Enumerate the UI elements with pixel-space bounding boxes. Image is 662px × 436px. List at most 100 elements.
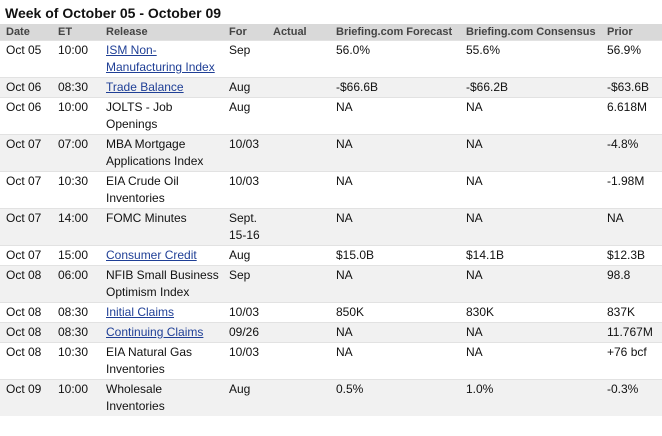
et-cell: 08:30: [52, 322, 100, 343]
for-cell: Sep: [223, 265, 267, 303]
prior-cell: 6.618M: [601, 97, 662, 135]
event-row: Oct 06 08:30 Trade Balance Aug -$66.6B -$66.2…: [0, 77, 662, 98]
release-cell: ISM Non-Manufacturing Index: [100, 40, 223, 78]
release-cell: Consumer Credit: [100, 245, 223, 266]
date-cell: Oct 05: [0, 40, 52, 78]
event-row: Oct 08 08:30 Continuing Claims 09/26 NA NA 11.…: [0, 322, 662, 343]
prior-cell: 56.9%: [601, 40, 662, 78]
actual-cell: [267, 134, 330, 172]
date-cell: Oct 07: [0, 171, 52, 209]
event-row: Oct 07 07:00 MBA Mortgage Applications Ind…: [0, 134, 662, 172]
release-cell: EIA Natural Gas Inventories: [100, 342, 223, 380]
event-row: Oct 08 08:30 Initial Claims 10/03 850K 830K 83…: [0, 302, 662, 323]
for-cell: 10/03: [223, 171, 267, 209]
consensus-cell: NA: [460, 265, 601, 303]
for-cell: 10/03: [223, 302, 267, 323]
week-title: Week of October 05 - October 09: [5, 5, 222, 21]
et-cell: 10:30: [52, 171, 100, 209]
consensus-cell: NA: [460, 208, 601, 246]
release-cell: EIA Crude Oil Inventories: [100, 171, 223, 209]
column-header: Briefing.com Consensus: [460, 24, 601, 41]
event-row: Oct 07 14:00 FOMC Minutes Sept. 15-16 NA NA NA: [0, 208, 662, 246]
forecast-cell: -$66.6B: [330, 77, 460, 98]
et-cell: 08:30: [52, 77, 100, 98]
event-row: Oct 07 10:30 EIA Crude Oil Inventories 10/0…: [0, 171, 662, 209]
et-cell: 06:00: [52, 265, 100, 303]
event-row: Oct 08 10:30 EIA Natural Gas Inventories 10…: [0, 342, 662, 380]
forecast-cell: 56.0%: [330, 40, 460, 78]
release-cell: JOLTS - Job Openings: [100, 97, 223, 135]
consensus-cell: NA: [460, 134, 601, 172]
release-cell: Initial Claims: [100, 302, 223, 323]
calendar-table: Date ET Release For Actual Briefing.com Forec…: [0, 24, 662, 416]
column-header: Briefing.com Forecast: [330, 24, 460, 41]
for-cell: Sep: [223, 40, 267, 78]
for-cell: 10/03: [223, 134, 267, 172]
actual-cell: [267, 245, 330, 266]
column-header: ET: [52, 24, 100, 41]
date-cell: Oct 08: [0, 342, 52, 380]
prior-cell: -0.3%: [601, 379, 662, 416]
release-link[interactable]: Initial Claims: [106, 305, 175, 319]
event-row: Oct 07 15:00 Consumer Credit Aug $15.0B $14.1…: [0, 245, 662, 266]
actual-cell: [267, 265, 330, 303]
header-row: Date ET Release For Actual Briefing.com Forec…: [0, 24, 662, 41]
consensus-cell: NA: [460, 322, 601, 343]
release-link[interactable]: Consumer Credit: [106, 248, 197, 262]
event-row: Oct 05 10:00 ISM Non-Manufacturing Index Se…: [0, 40, 662, 78]
prior-cell: 11.767M: [601, 322, 662, 343]
forecast-cell: 0.5%: [330, 379, 460, 416]
date-cell: Oct 07: [0, 245, 52, 266]
for-cell: 09/26: [223, 322, 267, 343]
release-cell: MBA Mortgage Applications Index: [100, 134, 223, 172]
release-link[interactable]: ISM Non-Manufacturing Index: [106, 43, 215, 74]
actual-cell: [267, 302, 330, 323]
for-cell: 10/03: [223, 342, 267, 380]
actual-cell: [267, 379, 330, 416]
prior-cell: 837K: [601, 302, 662, 323]
column-header: Prior: [601, 24, 662, 41]
forecast-cell: NA: [330, 171, 460, 209]
consensus-cell: 1.0%: [460, 379, 601, 416]
release-link[interactable]: Continuing Claims: [106, 325, 204, 339]
forecast-cell: NA: [330, 97, 460, 135]
column-header: Date: [0, 24, 52, 41]
for-cell: Aug: [223, 245, 267, 266]
event-row: Oct 08 06:00 NFIB Small Business Optimism …: [0, 265, 662, 303]
et-cell: 15:00: [52, 245, 100, 266]
forecast-cell: NA: [330, 342, 460, 380]
date-cell: Oct 08: [0, 302, 52, 323]
et-cell: 10:00: [52, 97, 100, 135]
date-cell: Oct 06: [0, 97, 52, 135]
actual-cell: [267, 171, 330, 209]
consensus-cell: $14.1B: [460, 245, 601, 266]
et-cell: 08:30: [52, 302, 100, 323]
release-cell: Trade Balance: [100, 77, 223, 98]
release-cell: Continuing Claims: [100, 322, 223, 343]
for-cell: Sept. 15-16: [223, 208, 267, 246]
release-link[interactable]: Trade Balance: [106, 80, 184, 94]
date-cell: Oct 08: [0, 265, 52, 303]
forecast-cell: NA: [330, 208, 460, 246]
actual-cell: [267, 77, 330, 98]
prior-cell: 98.8: [601, 265, 662, 303]
actual-cell: [267, 322, 330, 343]
for-cell: Aug: [223, 97, 267, 135]
for-cell: Aug: [223, 379, 267, 416]
et-cell: 07:00: [52, 134, 100, 172]
forecast-cell: 850K: [330, 302, 460, 323]
date-cell: Oct 07: [0, 134, 52, 172]
event-row: Oct 06 10:00 JOLTS - Job Openings Aug NA NA 6.…: [0, 97, 662, 135]
forecast-cell: NA: [330, 265, 460, 303]
prior-cell: $12.3B: [601, 245, 662, 266]
actual-cell: [267, 342, 330, 380]
consensus-cell: NA: [460, 97, 601, 135]
consensus-cell: NA: [460, 342, 601, 380]
prior-cell: NA: [601, 208, 662, 246]
date-cell: Oct 09: [0, 379, 52, 416]
prior-cell: -1.98M: [601, 171, 662, 209]
actual-cell: [267, 40, 330, 78]
consensus-cell: -$66.2B: [460, 77, 601, 98]
date-cell: Oct 08: [0, 322, 52, 343]
column-header: For: [223, 24, 267, 41]
